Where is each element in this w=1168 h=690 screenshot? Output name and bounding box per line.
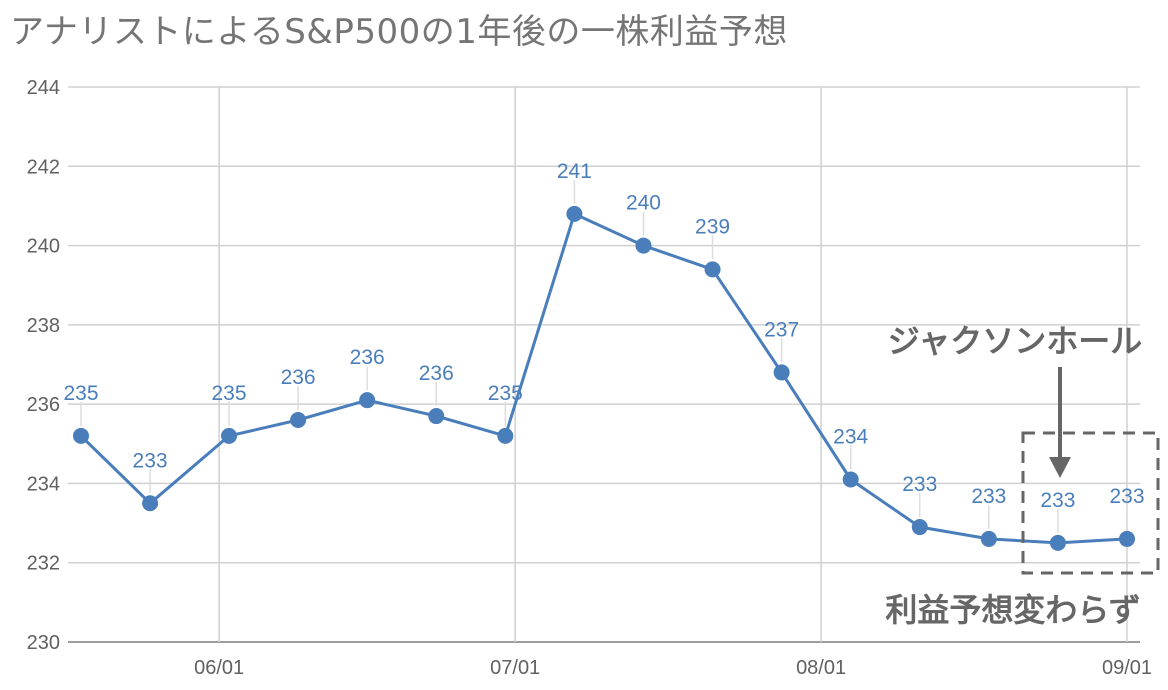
y-tick-label: 244	[27, 77, 60, 99]
data-label: 233	[1109, 485, 1144, 508]
data-label-leaders	[80, 179, 1128, 533]
x-tick-label: 09/01	[1102, 657, 1152, 679]
y-tick-label: 236	[27, 394, 60, 416]
data-label: 235	[488, 382, 523, 405]
data-point	[842, 471, 859, 488]
y-tick-label: 240	[27, 236, 60, 258]
data-label: 233	[1040, 489, 1075, 512]
y-axis-ticks: 230 232 234 236 238 240 242 244	[27, 77, 60, 654]
chart-title: アナリストによるS&P500の1年後の一株利益予想	[10, 12, 788, 52]
data-point	[221, 427, 238, 444]
data-point	[290, 412, 307, 428]
data-label: 234	[833, 425, 868, 448]
y-tick-label: 242	[27, 156, 60, 178]
y-tick-label: 232	[27, 553, 60, 575]
data-point	[635, 237, 652, 254]
data-point	[142, 495, 159, 512]
data-point	[73, 427, 89, 444]
data-point	[1049, 534, 1066, 551]
data-label: 236	[350, 346, 385, 369]
data-point	[773, 364, 790, 381]
annotation-eps-unchanged: 利益予想変わらず	[885, 591, 1140, 629]
series-line	[79, 212, 1128, 545]
data-point	[911, 519, 928, 536]
data-point	[980, 530, 997, 547]
data-label: 236	[281, 366, 316, 389]
data-point	[359, 392, 376, 409]
data-points	[73, 205, 1135, 551]
data-point	[704, 261, 721, 278]
annotation-arrow-head	[1049, 457, 1071, 478]
data-label: 233	[902, 473, 937, 496]
x-tick-label: 08/01	[796, 657, 846, 679]
data-label: 235	[63, 382, 98, 405]
data-label: 233	[133, 449, 168, 472]
data-label: 235	[211, 382, 246, 405]
data-label: 239	[695, 215, 730, 238]
data-label: 240	[626, 192, 661, 215]
data-point	[566, 205, 583, 222]
annotation-jackson-hole: ジャクソンホール	[888, 322, 1142, 360]
data-label: 233	[971, 485, 1006, 508]
x-tick-label: 07/01	[490, 657, 540, 679]
grid-lines	[68, 86, 1140, 643]
data-point	[497, 427, 514, 444]
y-tick-label: 230	[27, 632, 60, 654]
x-axis-ticks: 06/01 07/01 08/01 09/01	[194, 657, 1152, 679]
data-label: 237	[764, 318, 799, 341]
data-labels: 235 233 235 236 236 236 235 241 240 239 237 234 233 2…	[63, 160, 1144, 512]
highlight-box	[1021, 431, 1160, 575]
x-tick-label: 06/01	[194, 657, 244, 679]
y-tick-label: 238	[27, 315, 60, 337]
data-point	[428, 408, 445, 425]
data-point	[1119, 530, 1135, 547]
data-label: 241	[557, 160, 592, 183]
y-tick-label: 234	[27, 473, 60, 495]
data-label: 236	[419, 362, 454, 385]
